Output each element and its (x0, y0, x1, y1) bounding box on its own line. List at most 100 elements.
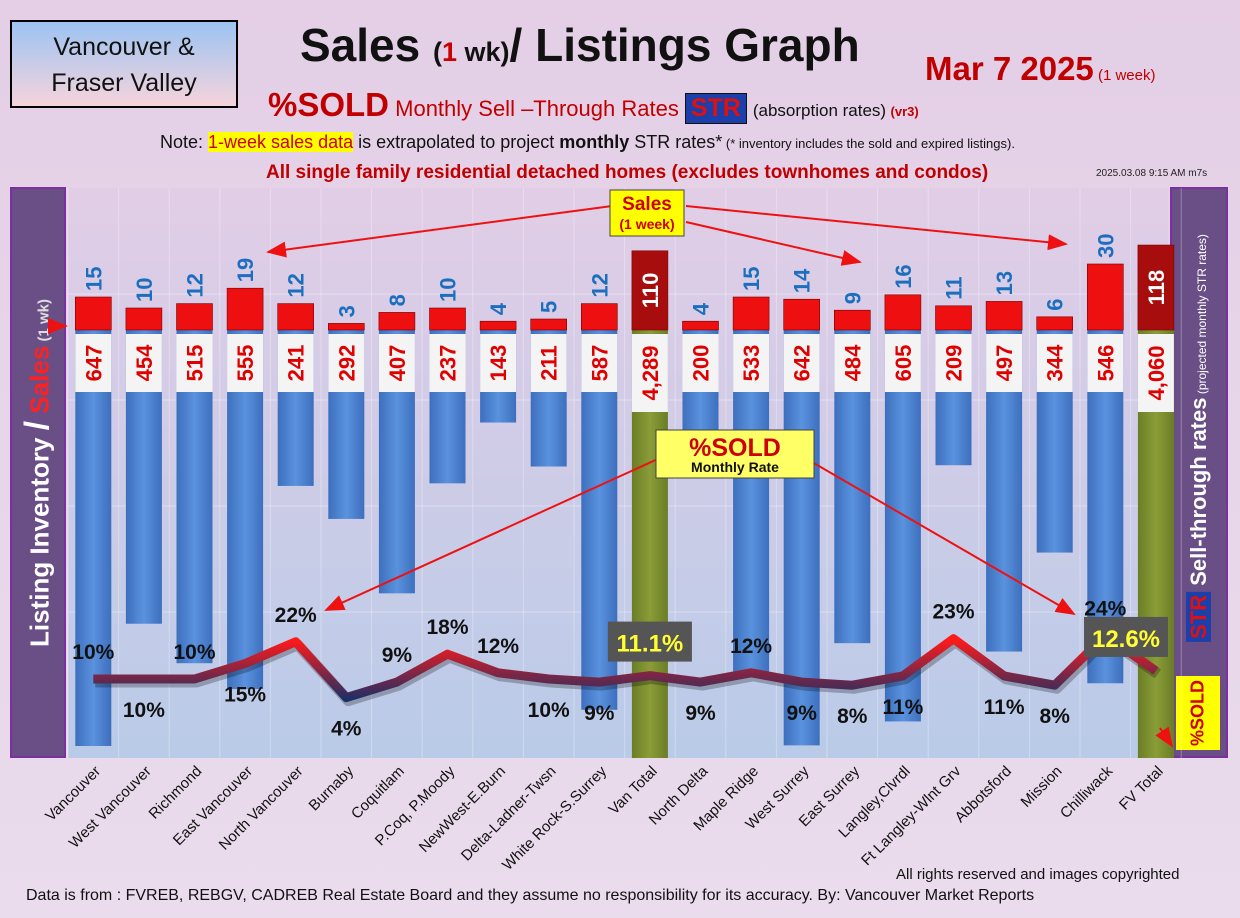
sales-bar (1087, 263, 1124, 331)
sold-label: 11% (882, 696, 923, 719)
inventory-label-box (277, 334, 314, 392)
inventory-label: 587 (587, 345, 612, 382)
sold-callout-line2: Monthly Rate (691, 459, 779, 475)
sales-bar (732, 296, 770, 331)
region-line1: Vancouver & (53, 33, 195, 61)
inventory-label: 292 (334, 345, 359, 382)
callout-arrows (48, 205, 1174, 748)
inventory-label: 143 (486, 345, 511, 382)
note-b: is extrapolated to project (353, 132, 560, 152)
sold-label: 12% (730, 635, 772, 658)
sold-label: 10% (72, 641, 114, 664)
inventory-label-box (530, 334, 567, 392)
sold-line (93, 631, 1159, 703)
inventory-label-box (631, 334, 668, 412)
total-sold-label: 12.6% (1092, 626, 1160, 653)
subtitle-sold: %SOLD (268, 86, 390, 123)
sold-callout-line1: %SOLD (689, 434, 781, 462)
sales-label: 16 (891, 264, 916, 288)
inventory-label-box (733, 334, 770, 392)
sold-label: 9% (685, 702, 716, 725)
sales-bar (479, 320, 517, 331)
subtitle-absorption: (absorption rates) (752, 101, 887, 120)
sales-label: 10 (132, 278, 157, 302)
sold-label: 10% (173, 641, 215, 664)
sales-label: 14 (790, 268, 815, 293)
inventory-label-box (1137, 334, 1174, 412)
sales-label: 4 (486, 302, 511, 315)
sales-label: 12 (284, 273, 309, 297)
inventory-label-box (935, 334, 972, 392)
left-axis-panel: Listing Inventory / Sales (1 wk) (10, 187, 66, 758)
str-badge: STR (684, 93, 747, 124)
sold-rate-labels: 10% 10% 10% 15% 22% 4% 9% 18% 12% 10% 9% 11.1% 9% 12%… (72, 598, 1168, 741)
inventory-label-box (1036, 334, 1073, 392)
inventory-label-box (378, 334, 415, 392)
sales-label: 12 (587, 273, 612, 297)
report-date: Mar 7 2025 (1 week) (925, 50, 1155, 88)
subtitle-rates: Monthly Sell –Through Rates (389, 96, 679, 121)
inventory-label-box (328, 334, 365, 392)
sales-bar (682, 320, 719, 331)
sales-bars (75, 244, 1175, 331)
sold-label: 9% (382, 644, 413, 667)
sales-label: 19 (233, 258, 258, 282)
total-sales-bar (1137, 244, 1175, 331)
inventory-label: 454 (132, 344, 157, 381)
inventory-label: 647 (81, 345, 106, 382)
inventory-label-box (986, 334, 1023, 392)
sales-bar (985, 301, 1023, 331)
category-label: Burnaby (306, 762, 358, 814)
inventory-label: 407 (385, 345, 410, 382)
subtitle-version: (vr3) (890, 104, 919, 119)
sold-label: 23% (932, 601, 974, 624)
inventory-label-box (834, 334, 871, 392)
sales-bar (75, 296, 112, 331)
sales-bar (884, 294, 922, 331)
total-sold-box (1084, 616, 1168, 657)
date-text: Mar 7 2025 (925, 50, 1094, 87)
sold-label: 8% (837, 705, 868, 728)
sales-label: 9 (840, 292, 865, 304)
inventory-label-box (1087, 334, 1124, 392)
sales-bar (1036, 316, 1073, 331)
sales-bar (125, 307, 163, 331)
total-sold-label: 11.1% (617, 631, 684, 658)
sales-label: 12 (183, 273, 208, 297)
sold-label: 10% (123, 699, 165, 722)
inventory-label: 4,060 (1144, 345, 1169, 400)
sold-label: 9% (584, 702, 615, 725)
sales-label: 4 (689, 302, 714, 315)
sales-arrow (685, 205, 1068, 251)
sales-labels: 15 10 12 19 12 3 8 10 4 5 12 110 4 15 14 9 16 11 13 6 30 118 (81, 234, 1169, 318)
sales-bar (580, 303, 618, 331)
sales-callout-line2: (1 week) (619, 216, 674, 232)
inventory-label: 515 (183, 345, 208, 382)
sales-label: 10 (436, 278, 461, 302)
sold-arrow (811, 461, 1076, 616)
sales-bar (935, 305, 972, 331)
sales-bar (378, 312, 416, 331)
inventory-label: 555 (233, 345, 258, 382)
note-small: (* inventory includes the sold and expir… (722, 136, 1015, 151)
sales-label: 118 (1144, 270, 1169, 306)
sold-arrow (324, 457, 661, 611)
category-label: NewWest-E.Burn (416, 763, 509, 856)
sales-bar (277, 303, 315, 331)
sales-label: 5 (537, 301, 562, 313)
sales-label: 11 (942, 277, 967, 300)
sales-label: 3 (334, 305, 359, 317)
category-label: Delta-Ladner-Twsn (458, 763, 560, 865)
note-a: Note: (160, 132, 209, 152)
note-line: Note: 1-week sales data is extrapolated … (160, 132, 1015, 153)
sold-label: 15% (224, 684, 266, 707)
sales-bar (833, 309, 871, 331)
sold-label: 22% (275, 604, 317, 627)
sales-callout-box (609, 189, 685, 237)
inventory-label: 209 (942, 345, 967, 382)
sales-label: 30 (1093, 234, 1118, 258)
sales-bar (226, 287, 264, 331)
